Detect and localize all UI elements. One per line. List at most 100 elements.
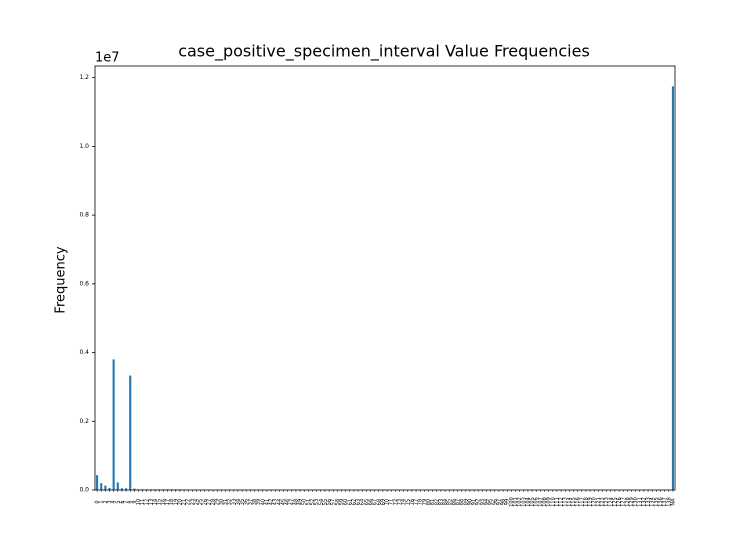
x-tick-label: 137 — [662, 497, 668, 507]
x-tick-label: 95 — [488, 499, 494, 505]
x-tick-label: 43 — [273, 499, 279, 505]
x-tick-label: 34 — [235, 499, 241, 505]
x-tick-label: 18 — [169, 499, 175, 505]
x-tick-label: 74 — [401, 499, 407, 505]
x-tick-label: 97 — [496, 499, 502, 505]
x-tick-label: 135 — [654, 497, 660, 507]
x-tick-label: 37 — [248, 499, 254, 505]
x-tick-label: 129 — [629, 497, 635, 507]
x-tick-label: 16 — [161, 499, 167, 505]
x-tick-label: 123 — [604, 497, 610, 507]
x-tick-label: 104 — [525, 497, 531, 507]
x-tick-label: 126 — [617, 497, 623, 507]
x-tick-label: 47 — [289, 499, 295, 505]
x-tick-label: 29 — [215, 499, 221, 505]
x-tick-label: 127 — [621, 497, 627, 507]
x-tick-label: 72 — [393, 499, 399, 505]
x-tick-label: 24 — [194, 499, 200, 505]
x-tick-label: 108 — [542, 497, 548, 507]
x-tick-label: 44 — [277, 499, 283, 505]
x-tick-label: 94 — [484, 499, 490, 505]
bar — [108, 487, 111, 490]
x-tick-label: 111 — [554, 497, 560, 507]
x-tick-label: 87 — [455, 499, 461, 505]
x-tick-label: 73 — [397, 499, 403, 505]
bar — [112, 359, 115, 490]
x-tick-label: 36 — [244, 499, 250, 505]
x-tick-label: 128 — [625, 497, 631, 507]
x-tick-label: 109 — [546, 497, 552, 507]
x-tick-label: 54 — [318, 499, 324, 505]
x-tick-label: 71 — [389, 499, 395, 505]
x-tick-label: 64 — [360, 499, 366, 505]
x-tick-label: 131 — [637, 497, 643, 507]
x-tick-label: 4 — [111, 500, 117, 503]
x-tick-label: 115 — [571, 497, 577, 507]
x-tick-label: 76 — [409, 499, 415, 505]
x-tick-label: 65 — [364, 499, 370, 505]
x-tick-label: 96 — [492, 499, 498, 505]
x-tick-label: 9 — [132, 500, 138, 503]
x-tick-label: 58 — [335, 499, 341, 505]
x-tick-label: 6 — [119, 500, 125, 503]
x-tick-label: 133 — [646, 497, 652, 507]
x-tick-label: 19 — [173, 499, 179, 505]
x-tick-label: 93 — [480, 499, 486, 505]
x-tick-label: 13 — [148, 499, 154, 505]
x-tick-label: 14 — [153, 499, 159, 505]
x-tick-label: 107 — [538, 497, 544, 507]
x-tick-label: 26 — [202, 499, 208, 505]
x-tick-label: 56 — [327, 499, 333, 505]
bar — [116, 482, 119, 490]
x-tick-label: 60 — [343, 499, 349, 505]
x-tick-label: 77 — [414, 499, 420, 505]
x-tick-label: 41 — [264, 499, 270, 505]
x-tick-label: 55 — [322, 499, 328, 505]
offset-label: 1e7 — [95, 51, 120, 66]
x-tick-label: 118 — [583, 497, 589, 507]
x-tick-label: 99 — [505, 499, 511, 505]
bar — [133, 488, 136, 490]
x-tick-label: 17 — [165, 499, 171, 505]
chart-title: case_positive_specimen_interval Value Fr… — [178, 42, 590, 62]
x-tick-label: 106 — [534, 497, 540, 507]
x-tick-label: 116 — [575, 497, 581, 507]
x-tick-label: 38 — [252, 499, 258, 505]
x-tick-label: 40 — [260, 499, 266, 505]
x-tick-label: 68 — [376, 499, 382, 505]
x-tick-label: 21 — [182, 499, 188, 505]
x-tick-label: 136 — [658, 497, 664, 507]
x-tick-label: 86 — [451, 499, 457, 505]
x-tick-label: 114 — [567, 497, 573, 507]
x-tick-label: 35 — [240, 499, 246, 505]
x-tick-label: 90 — [467, 499, 473, 505]
bar — [671, 86, 674, 491]
y-axis-label: Frequency — [54, 246, 69, 313]
y-tick-label: 0.2 — [79, 418, 89, 425]
x-tick-label: 27 — [206, 499, 212, 505]
x-tick-label: 124 — [608, 497, 614, 507]
x-tick-label: 0 — [95, 500, 101, 503]
x-tick-label: NA — [670, 498, 676, 506]
x-tick-label: 132 — [641, 497, 647, 507]
x-tick-label: 8 — [128, 500, 134, 503]
x-tick-label: 39 — [256, 499, 262, 505]
y-tick-label: 0.0 — [79, 487, 89, 494]
x-tick-label: 12 — [144, 499, 150, 505]
x-tick-label: 85 — [447, 499, 453, 505]
x-tick-label: 32 — [227, 499, 233, 505]
x-tick-label: 48 — [293, 499, 299, 505]
x-tick-label: 82 — [434, 499, 440, 505]
y-tick-label: 0.6 — [79, 280, 89, 287]
x-tick-label: 15 — [157, 499, 163, 505]
bar — [125, 488, 128, 490]
bar — [96, 475, 99, 490]
x-tick-label: 102 — [517, 497, 523, 507]
y-tick-label: 0.8 — [79, 212, 89, 219]
x-tick-label: 119 — [588, 497, 594, 507]
x-tick-label: 122 — [600, 497, 606, 507]
x-tick-label: 88 — [459, 499, 465, 505]
x-tick-label: 110 — [550, 497, 556, 507]
y-tick-label: 1.0 — [79, 143, 89, 150]
